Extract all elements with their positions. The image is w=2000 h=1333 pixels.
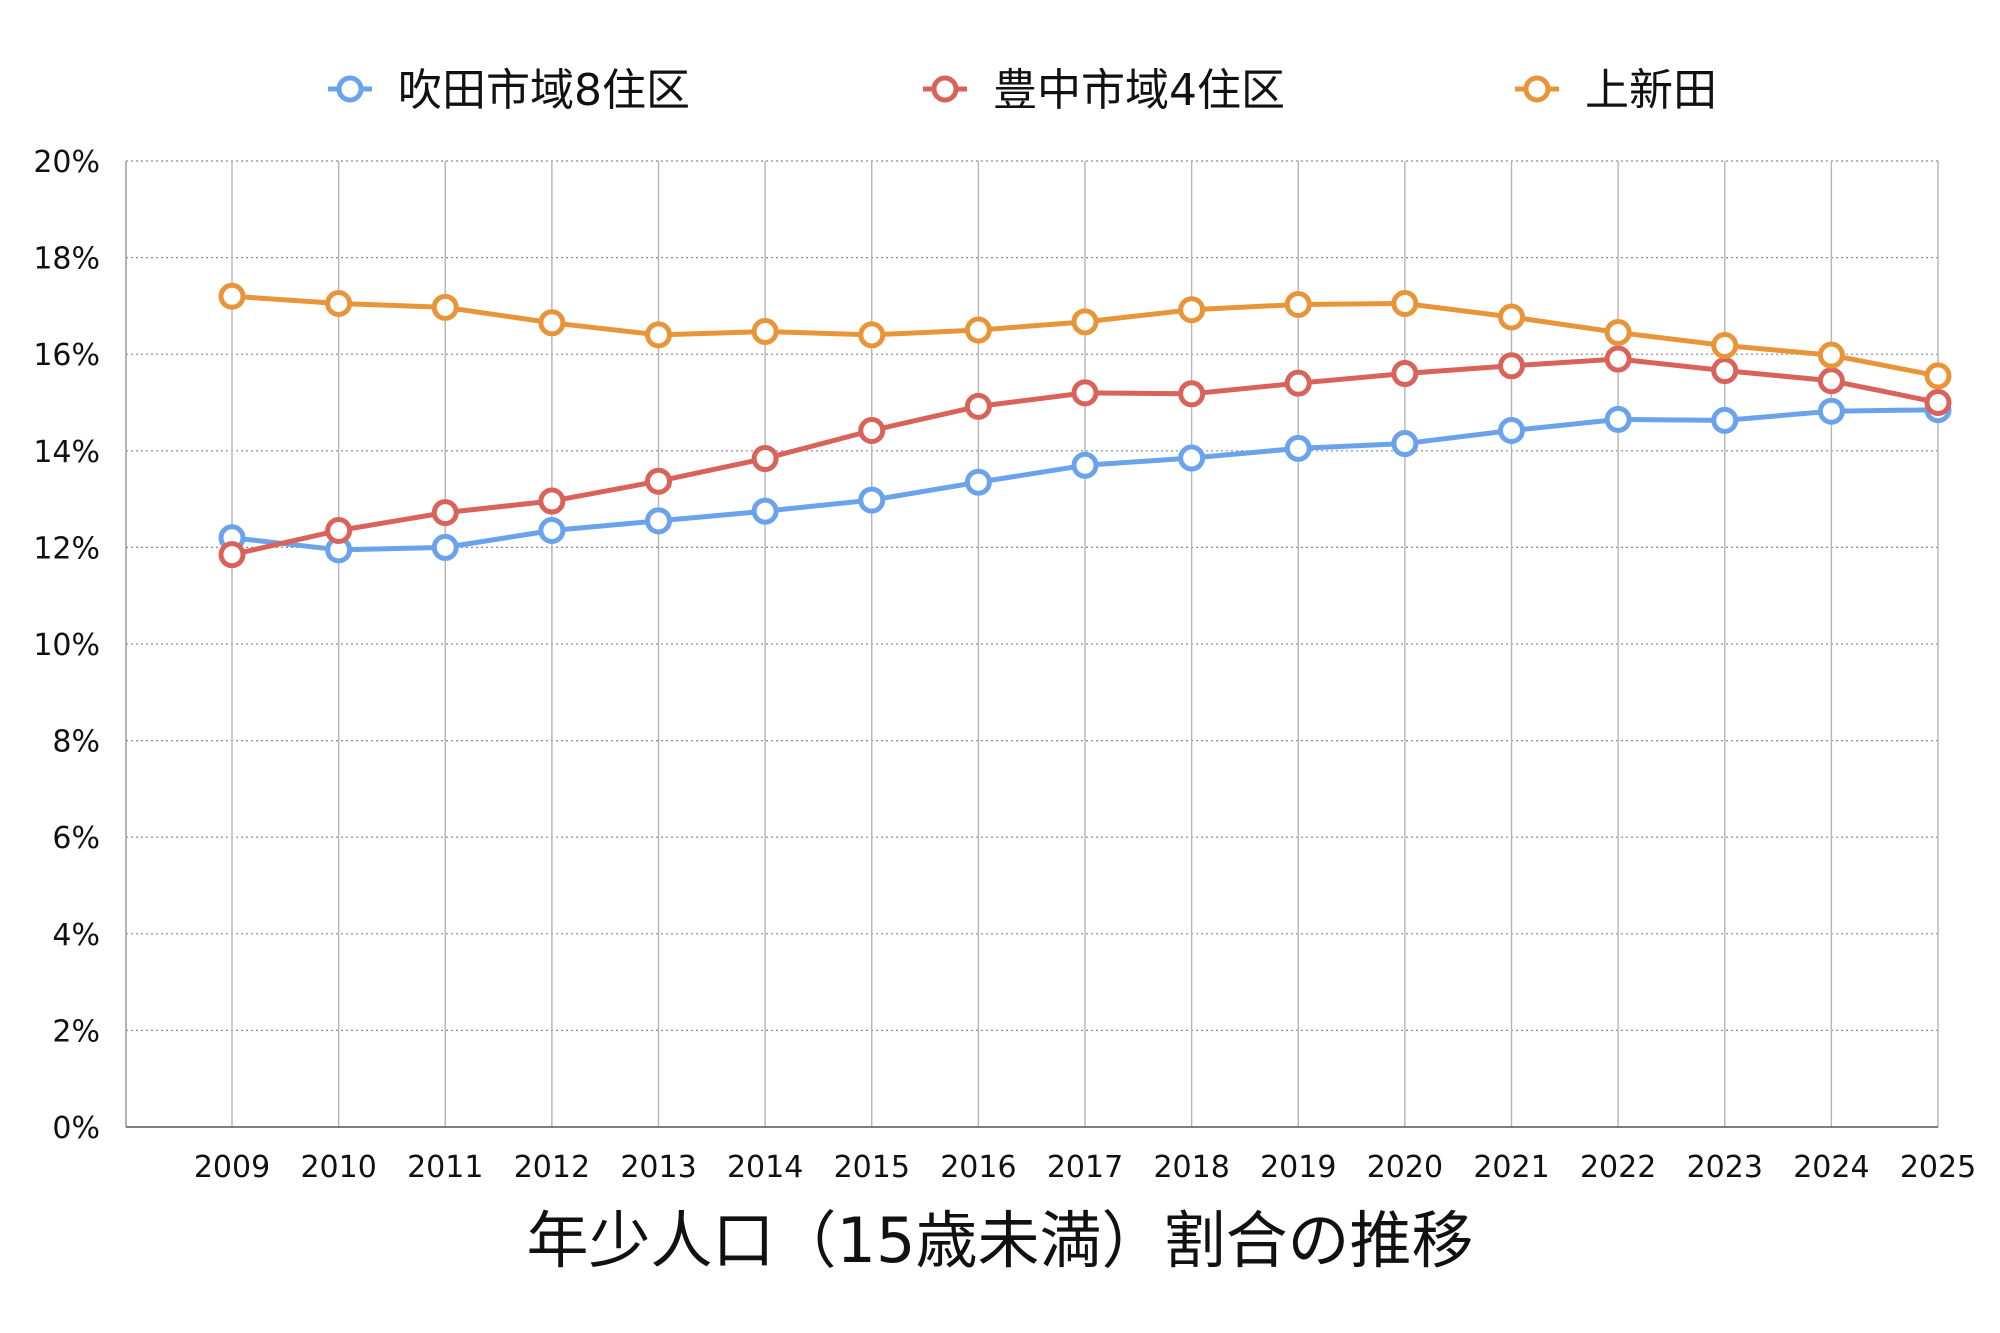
data-point-toyonaka: [1498, 352, 1525, 380]
legend-marker-suita: [336, 75, 364, 103]
data-point-toyonaka: [858, 417, 886, 445]
y-tick-label: 16%: [33, 338, 100, 373]
data-point-suita: [645, 507, 672, 535]
data-point-suita: [1284, 434, 1312, 462]
data-point-suita: [858, 486, 886, 514]
x-tick-label: 2018: [1153, 1150, 1229, 1185]
series-group: [218, 282, 1952, 569]
x-tick-label: 2019: [1260, 1150, 1336, 1185]
x-tick-label: 2025: [1900, 1150, 1976, 1185]
data-point-suita: [431, 533, 459, 561]
legend-marker-toyonaka: [931, 75, 959, 103]
data-point-toyonaka: [645, 467, 672, 495]
x-tick-label: 2009: [194, 1150, 270, 1185]
y-tick-label: 12%: [33, 531, 100, 566]
x-tick-label: 2022: [1580, 1150, 1656, 1185]
data-point-toyonaka: [538, 487, 566, 515]
axes: [125, 161, 1938, 1128]
data-point-kamishinden: [1924, 362, 1952, 390]
data-point-toyonaka: [1817, 367, 1845, 395]
data-point-kamishinden: [431, 293, 459, 321]
x-tick-label: 2024: [1793, 1150, 1869, 1185]
data-point-toyonaka: [218, 541, 246, 569]
y-tick-label: 0%: [52, 1111, 100, 1146]
data-point-kamishinden: [645, 321, 672, 349]
x-tick-label: 2016: [940, 1150, 1016, 1185]
data-point-toyonaka: [1178, 380, 1206, 408]
data-point-kamishinden: [1178, 296, 1206, 324]
y-tick-label: 8%: [52, 725, 100, 760]
data-point-kamishinden: [218, 282, 246, 310]
data-point-kamishinden: [1817, 341, 1845, 369]
y-axis-ticks: 0% 2% 4% 6% 8% 10% 12% 14% 16% 18% 20%: [33, 145, 100, 1146]
data-point-toyonaka: [1711, 357, 1739, 385]
y-tick-label: 10%: [33, 628, 100, 663]
data-point-kamishinden: [964, 316, 992, 344]
y-tick-label: 14%: [33, 435, 100, 470]
x-tick-label: 2013: [620, 1150, 696, 1185]
data-point-suita: [751, 497, 779, 525]
data-point-toyonaka: [1391, 360, 1419, 388]
grid: [126, 160, 1939, 1127]
data-point-suita: [1071, 451, 1099, 479]
legend-marker-kamishinden: [1523, 75, 1551, 103]
data-point-toyonaka: [1924, 389, 1952, 416]
data-point-toyonaka: [1071, 379, 1099, 407]
x-tick-label: 2012: [514, 1150, 590, 1185]
chart-title: 年少人口（15歳未満）割合の推移: [527, 1204, 1474, 1277]
data-point-kamishinden: [538, 309, 566, 337]
data-point-kamishinden: [1498, 303, 1525, 331]
data-point-suita: [1498, 417, 1525, 445]
data-point-kamishinden: [1604, 318, 1632, 346]
data-point-toyonaka: [1284, 369, 1312, 397]
data-point-suita: [964, 468, 992, 496]
y-tick-label: 20%: [33, 145, 100, 180]
x-tick-label: 2021: [1473, 1150, 1549, 1185]
data-point-suita: [1391, 430, 1419, 458]
data-point-suita: [538, 516, 566, 544]
x-tick-label: 2017: [1047, 1150, 1123, 1185]
data-point-toyonaka: [431, 499, 459, 527]
data-point-suita: [1604, 405, 1632, 433]
data-point-kamishinden: [1284, 290, 1312, 318]
data-point-kamishinden: [858, 321, 886, 349]
y-tick-label: 18%: [33, 242, 100, 277]
data-point-kamishinden: [751, 317, 779, 345]
data-point-suita: [1711, 406, 1739, 434]
y-tick-label: 6%: [52, 821, 100, 856]
x-tick-label: 2014: [727, 1150, 803, 1185]
x-axis-ticks: 2009 2010 2011 2012 2013 2014 2015 2016 2017 2018…: [194, 1150, 1976, 1185]
x-tick-label: 2011: [407, 1150, 483, 1185]
data-point-toyonaka: [964, 392, 992, 420]
x-tick-label: 2023: [1687, 1150, 1763, 1185]
data-point-kamishinden: [1071, 308, 1099, 336]
data-point-toyonaka: [1604, 345, 1632, 373]
legend-label-kamishinden: 上新田: [1585, 65, 1717, 116]
y-tick-label: 2%: [52, 1014, 100, 1049]
x-tick-label: 2010: [300, 1150, 376, 1185]
data-point-kamishinden: [325, 289, 353, 317]
x-tick-label: 2015: [834, 1150, 910, 1185]
data-point-kamishinden: [1711, 332, 1739, 360]
x-tick-label: 2020: [1367, 1150, 1443, 1185]
data-point-toyonaka: [751, 445, 779, 473]
legend: 吹田市域8住区 豊中市域4住区 上新田: [328, 65, 1717, 116]
legend-label-suita: 吹田市域8住区: [398, 65, 690, 116]
legend-label-toyonaka: 豊中市域4住区: [993, 65, 1285, 116]
data-point-suita: [1817, 397, 1845, 425]
data-point-toyonaka: [325, 516, 353, 544]
y-tick-label: 4%: [52, 918, 100, 953]
data-point-kamishinden: [1391, 289, 1419, 317]
data-point-suita: [1178, 444, 1206, 472]
